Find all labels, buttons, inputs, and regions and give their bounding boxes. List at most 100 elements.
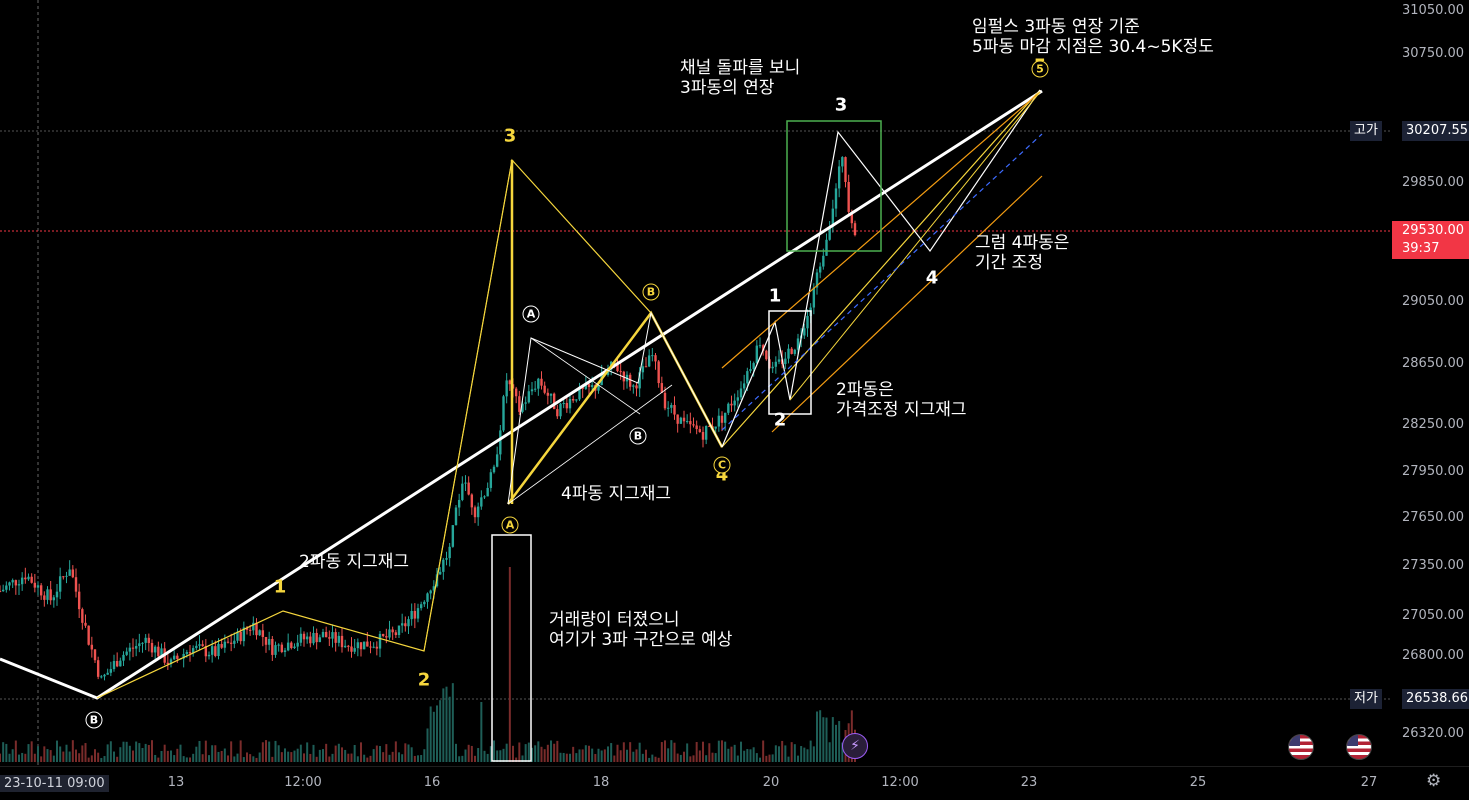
candle-body <box>831 208 835 227</box>
candle-body <box>185 652 189 654</box>
volume-bar <box>151 740 153 762</box>
time-axis[interactable]: 23-10-11 09:00 13 12:00 16 18 20 12:00 2… <box>0 766 1469 800</box>
volume-bar <box>62 751 65 762</box>
candle-body <box>685 421 689 423</box>
candle-body <box>499 430 502 455</box>
wave-label-1-yellow: 1 <box>273 576 287 598</box>
candle-body <box>112 661 116 670</box>
candle-body <box>8 582 11 586</box>
lightning-icon[interactable]: ⚡ <box>842 733 868 759</box>
volume-bar <box>762 740 765 762</box>
price-tick-top: 31050.00 <box>1402 3 1465 18</box>
candle-body <box>784 358 787 364</box>
candle-body <box>638 372 641 389</box>
volume-bar <box>49 750 52 762</box>
volume-bar <box>350 753 353 762</box>
candle-body <box>350 646 353 652</box>
candle-body <box>397 625 401 636</box>
circle-label-a-white: A <box>522 305 540 323</box>
candle-body <box>818 266 822 273</box>
candle-body <box>5 585 8 590</box>
volume-bar <box>90 755 93 762</box>
candle-body <box>312 632 315 644</box>
candle-body <box>419 604 423 609</box>
candle-body <box>293 646 296 649</box>
volume-bar <box>8 753 11 762</box>
us-flag-icon[interactable] <box>1346 734 1372 760</box>
yellow-channel <box>789 91 1041 401</box>
volume-bar <box>616 744 619 762</box>
volume-bar <box>676 753 679 762</box>
volume-bar <box>75 749 77 762</box>
wave-label-3-yellow: 3 <box>503 125 517 147</box>
volume-bar <box>622 742 625 762</box>
candle-body <box>787 348 790 359</box>
low-label: 저가 <box>1350 689 1382 709</box>
candle-body <box>404 623 407 627</box>
candle-body <box>410 610 413 620</box>
volume-bar <box>518 742 521 762</box>
volume-bar <box>394 741 397 762</box>
candle-body <box>128 647 132 652</box>
price-axis[interactable]: 31050.00 30750.00 29850.00 29050.00 2865… <box>1392 0 1469 770</box>
volume-bar <box>771 754 774 762</box>
annotation-volume-line2: 여기가 3파 구간으로 예상 <box>549 630 733 650</box>
candle-body <box>147 637 151 643</box>
volume-bar <box>467 744 470 762</box>
volume-bar <box>160 750 163 762</box>
volume-bar <box>451 683 454 762</box>
candle-body <box>309 636 312 644</box>
candle-body <box>381 633 385 637</box>
candle-body <box>815 272 819 288</box>
chart-plot[interactable] <box>0 0 1392 766</box>
price-tick: 29050.00 <box>1402 294 1465 309</box>
volume-bar <box>363 754 366 762</box>
us-flag-icon[interactable] <box>1288 734 1314 760</box>
candle-body <box>1 589 5 592</box>
volume-bar <box>154 754 157 762</box>
candle-body <box>340 635 344 648</box>
candle-body <box>521 403 524 412</box>
candle-body <box>30 576 33 583</box>
annotation-target-line2: 5파동 마감 지점은 30.4~5K정도 <box>972 37 1214 57</box>
volume-bar <box>515 757 518 762</box>
candle-body <box>362 641 366 650</box>
candle-body <box>150 642 154 653</box>
candle-body <box>473 507 477 518</box>
white-projection <box>721 89 1041 448</box>
volume-bar <box>413 755 416 762</box>
volume-bar <box>274 740 277 762</box>
volume-bar <box>347 753 350 762</box>
volume-bar <box>629 742 632 762</box>
time-tick: 12:00 <box>284 775 322 790</box>
volume-bar <box>30 741 33 762</box>
volume-bar <box>740 741 742 762</box>
yellow-2-line <box>423 159 513 652</box>
candle-body <box>296 642 299 647</box>
volume-bar <box>638 742 641 762</box>
volume-bar <box>477 748 480 762</box>
candle-body <box>96 660 100 677</box>
volume-bar <box>521 755 524 762</box>
candle-body <box>315 632 318 643</box>
volume-bar <box>280 752 283 762</box>
candle-body <box>708 425 711 427</box>
candle-body <box>375 646 379 649</box>
candle-body <box>331 632 334 639</box>
gear-icon[interactable]: ⚙ <box>1426 771 1442 791</box>
volume-bar <box>306 742 309 762</box>
volume-bar <box>531 747 533 762</box>
volume-bar <box>344 749 347 762</box>
volume-bar <box>664 740 666 762</box>
volume-bar <box>556 740 559 762</box>
candle-body <box>701 432 705 440</box>
volume-spike-box <box>491 534 532 762</box>
volume-bar <box>214 745 217 762</box>
volume-bar <box>619 750 622 762</box>
time-tick: 27 <box>1360 775 1378 790</box>
candle-body <box>571 398 575 401</box>
volume-bar <box>192 753 195 762</box>
volume-bar <box>40 756 43 762</box>
candle-body <box>242 627 246 642</box>
candle-body <box>359 642 363 650</box>
